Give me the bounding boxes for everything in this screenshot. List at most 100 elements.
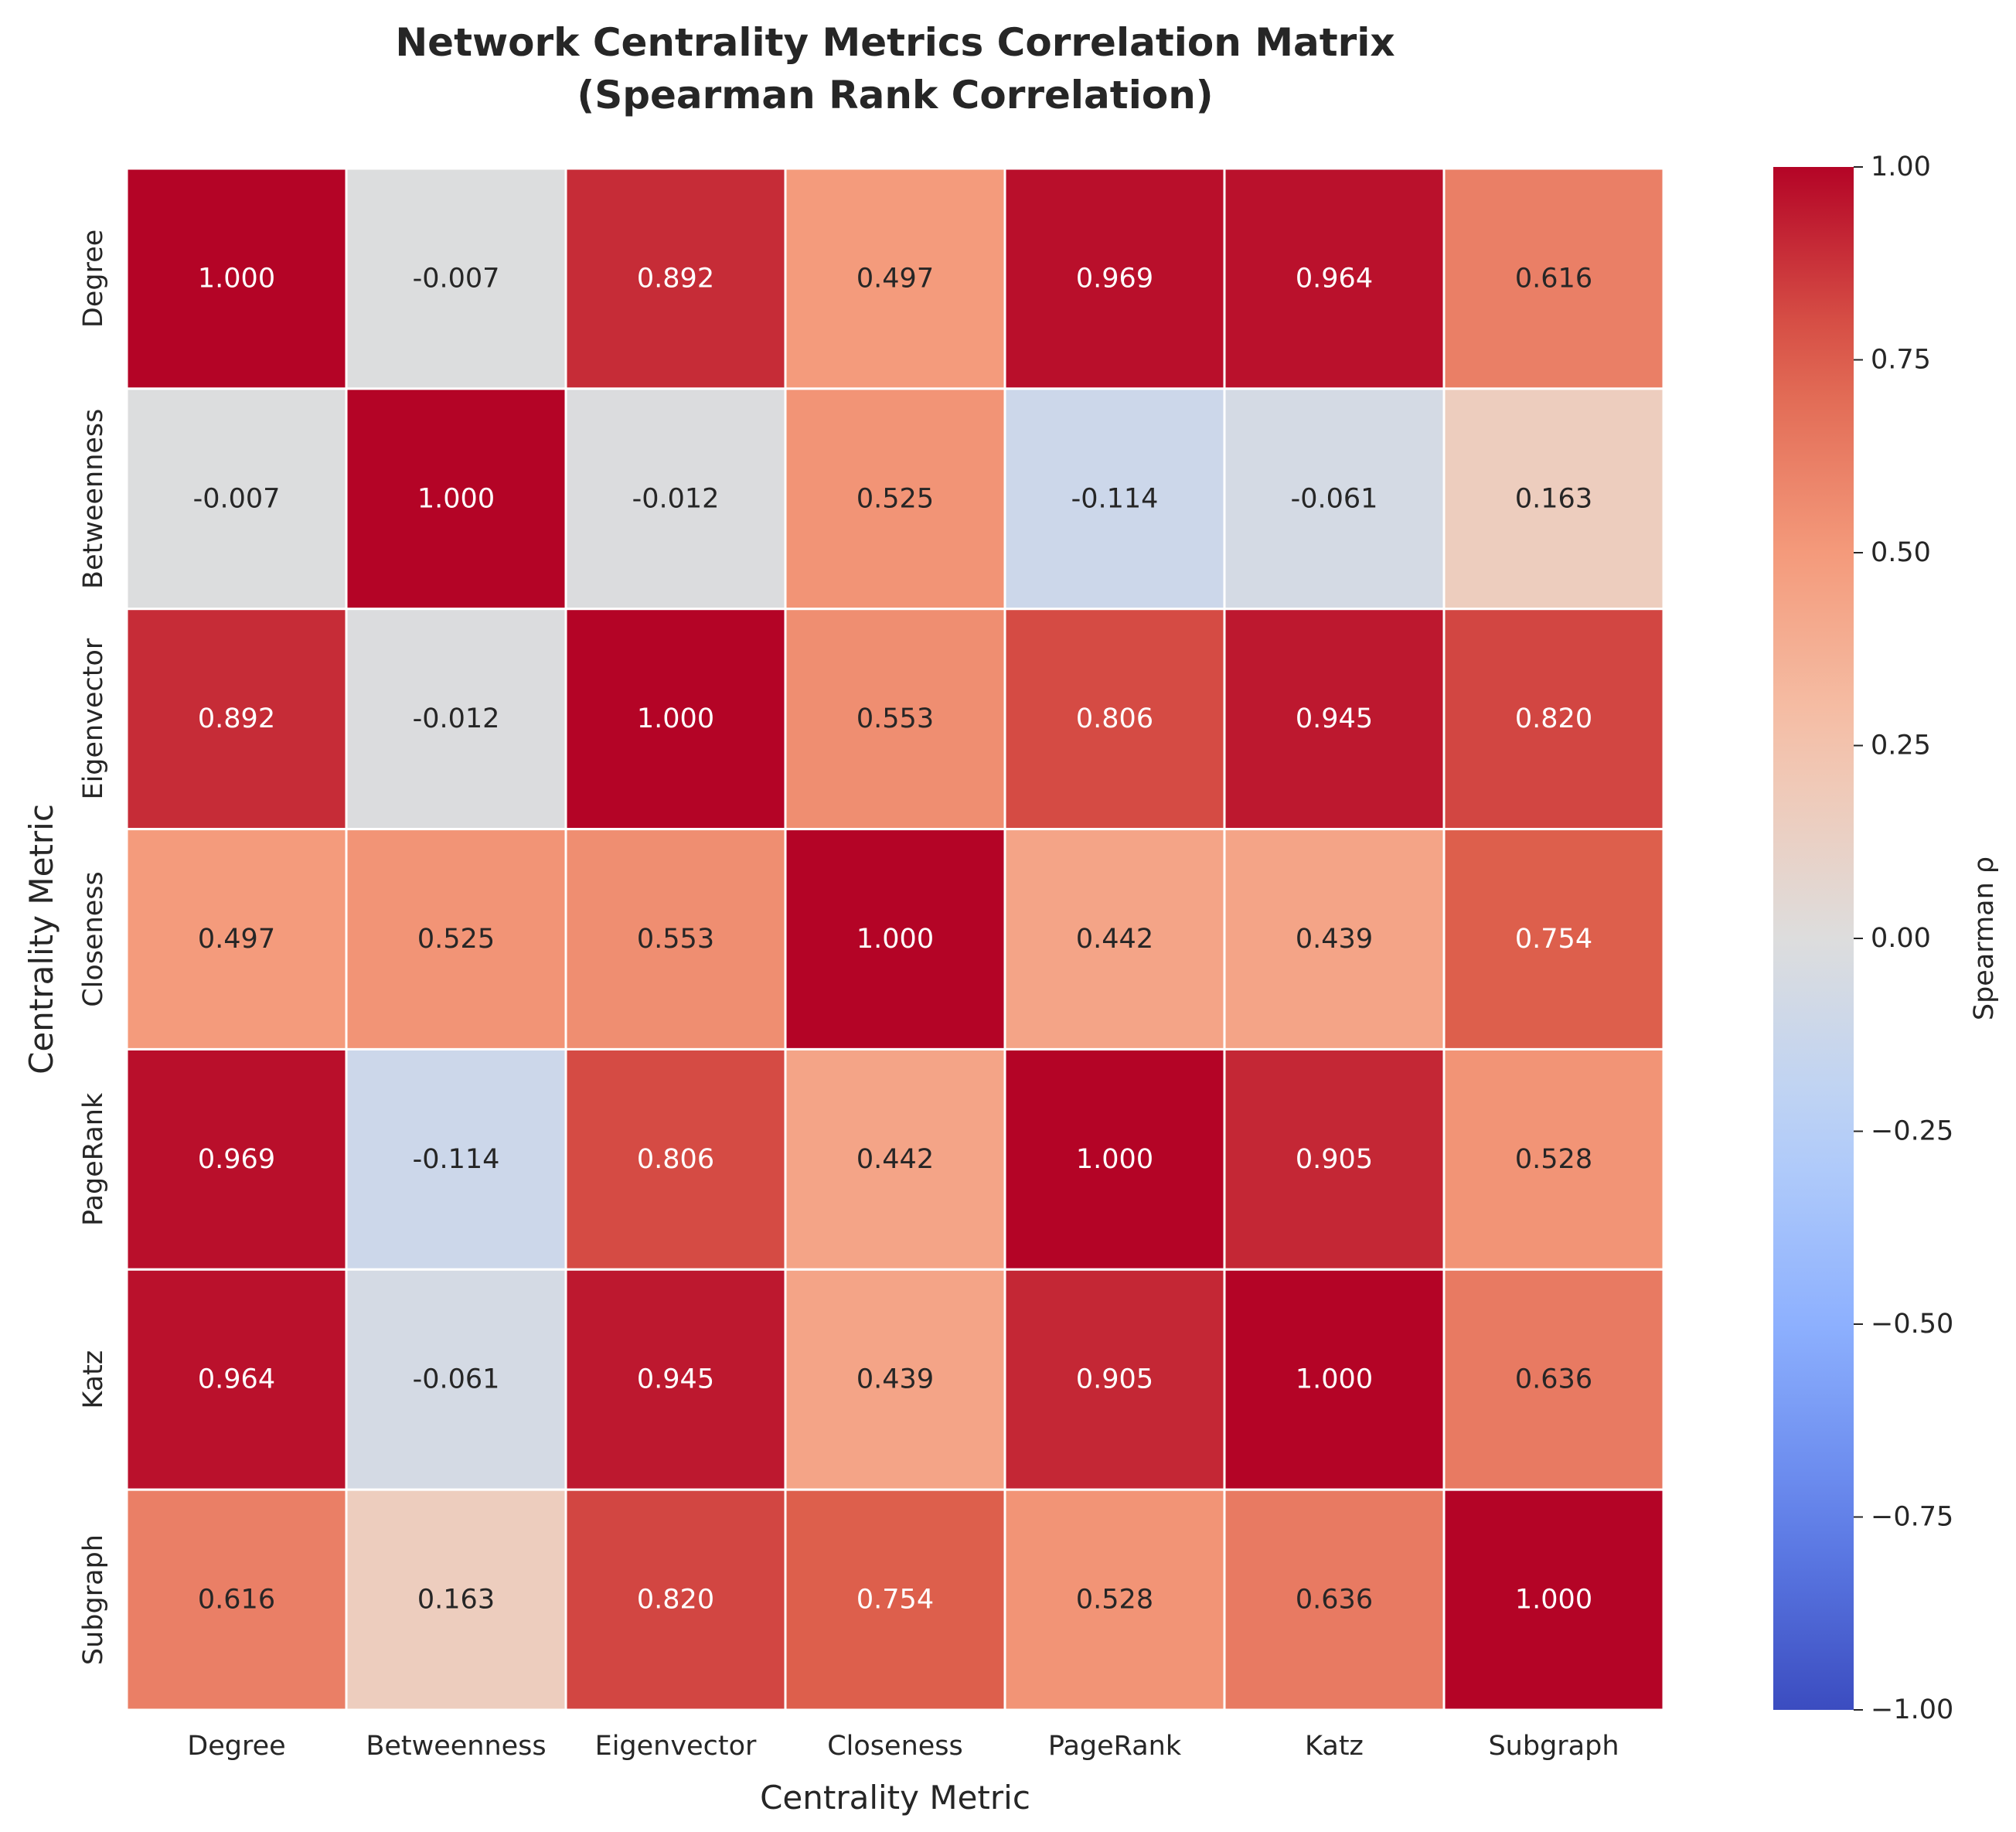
heatmap-cell — [564, 1488, 787, 1711]
cell-value-label: 1.000 — [417, 483, 495, 514]
heatmap-cell — [1442, 1488, 1665, 1711]
cell-value-label: 0.754 — [1515, 924, 1592, 955]
heatmap-cell — [125, 828, 348, 1051]
y-tick-label: PageRank — [78, 1092, 109, 1226]
cell-value-label: 0.439 — [1296, 924, 1373, 955]
heatmap-cell — [564, 608, 787, 831]
cell-value-label: 0.497 — [198, 924, 275, 955]
y-tick-label: Closeness — [78, 871, 109, 1007]
cell-value-label: 0.636 — [1515, 1364, 1592, 1395]
cell-value-label: 0.964 — [198, 1364, 275, 1395]
cell-value-label: -0.007 — [193, 483, 281, 514]
colorbar-tick-label: −1.00 — [1871, 1694, 1953, 1725]
cell-value-label: 0.442 — [856, 1144, 934, 1175]
heatmap-cell — [1442, 1268, 1665, 1491]
heatmap-cell — [345, 828, 567, 1051]
x-tick-label: Eigenvector — [595, 1731, 757, 1762]
cell-value-label: 0.905 — [1076, 1364, 1153, 1395]
colorbar-label: Spearman ρ — [1969, 856, 2000, 1020]
cell-value-label: -0.114 — [413, 1144, 500, 1175]
cell-value-label: 0.525 — [856, 483, 934, 514]
cell-value-label: -0.012 — [632, 483, 720, 514]
heatmap-cell — [1442, 387, 1665, 611]
cell-value-label: 1.000 — [1296, 1364, 1373, 1395]
cell-value-label: 0.442 — [1076, 924, 1153, 955]
cell-value-label: 1.000 — [1515, 1585, 1592, 1616]
x-tick-label: Subgraph — [1488, 1731, 1619, 1762]
cell-value-label: 0.525 — [417, 924, 495, 955]
heatmap-cell — [1442, 608, 1665, 831]
cell-value-label: 0.964 — [1296, 263, 1373, 294]
heatmap-cell — [784, 167, 1006, 390]
cell-value-label: 0.806 — [1076, 703, 1153, 734]
cell-value-label: 0.636 — [1296, 1585, 1373, 1616]
cell-value-label: 0.616 — [198, 1585, 275, 1616]
heatmap-cell — [1442, 1047, 1665, 1271]
colorbar-tick-label: −0.50 — [1871, 1309, 1953, 1340]
x-tick-label: Betweenness — [366, 1731, 546, 1762]
heatmap-cell — [564, 1268, 787, 1491]
y-tick-label: Katz — [78, 1350, 109, 1409]
cell-value-label: 0.553 — [856, 703, 934, 734]
chart-title-line-1: Network Centrality Metrics Correlation M… — [395, 20, 1395, 65]
cell-value-label: 0.820 — [1515, 703, 1592, 734]
heatmap-cell — [125, 167, 348, 390]
cell-value-label: 0.163 — [417, 1585, 495, 1616]
heatmap-cell — [1003, 167, 1226, 390]
colorbar-tick-label: −0.75 — [1871, 1502, 1953, 1533]
cell-value-label: 0.616 — [1515, 263, 1592, 294]
heatmap-cell — [1223, 387, 1446, 611]
cell-value-label: -0.007 — [413, 263, 500, 294]
colorbar-tick-label: 0.00 — [1871, 923, 1931, 954]
heatmap-cell — [1223, 167, 1446, 390]
y-tick-label: Eigenvector — [78, 638, 109, 799]
y-tick-label: Betweenness — [78, 409, 109, 589]
y-axis-label: Centrality Metric — [22, 804, 60, 1074]
heatmap-cell — [564, 167, 787, 390]
heatmap-cell — [345, 1268, 567, 1491]
x-tick-label: Closeness — [827, 1731, 963, 1762]
heatmap-cell — [784, 1488, 1006, 1711]
heatmap-cell — [125, 608, 348, 831]
cell-value-label: 0.806 — [637, 1144, 714, 1175]
cell-value-label: 0.163 — [1515, 483, 1592, 514]
cell-value-label: -0.061 — [413, 1364, 500, 1395]
colorbar-tick-label: 1.00 — [1871, 152, 1931, 182]
colorbar-tick-label: −0.25 — [1871, 1116, 1953, 1147]
cell-value-label: 0.905 — [1296, 1144, 1373, 1175]
y-tick-label: Degree — [78, 230, 109, 328]
cell-value-label: 0.820 — [637, 1585, 714, 1616]
heatmap-cell — [1223, 608, 1446, 831]
cell-value-label: 1.000 — [1076, 1144, 1153, 1175]
x-tick-label: Degree — [187, 1731, 285, 1762]
x-tick-label: PageRank — [1048, 1731, 1182, 1762]
heatmap-cell — [1223, 828, 1446, 1051]
cell-value-label: 0.754 — [856, 1585, 934, 1616]
cell-value-label: 0.528 — [1076, 1585, 1153, 1616]
heatmap-cell — [1003, 608, 1226, 831]
colorbar — [1773, 167, 1854, 1710]
cell-value-label: 0.892 — [637, 263, 714, 294]
heatmap-cell — [784, 1268, 1006, 1491]
cell-value-label: 1.000 — [856, 924, 934, 955]
heatmap-cell — [1003, 1488, 1226, 1711]
colorbar-tick-label: 0.50 — [1871, 537, 1931, 568]
colorbar-tick-label: 0.25 — [1871, 730, 1931, 761]
cell-value-label: -0.012 — [413, 703, 500, 734]
colorbar-ticks: 1.00 0.75 0.50 0.25 0.00 −0.25 −0.50 −0.75 −1.00 — [1854, 152, 1953, 1725]
heatmap-cell — [564, 1047, 787, 1271]
cell-value-label: 0.969 — [198, 1144, 275, 1175]
chart-title-line-2: (Spearman Rank Correlation) — [577, 73, 1213, 117]
cell-value-label: 0.892 — [198, 703, 275, 734]
heatmap-cells: 1.000 -0.007 0.892 0.497 0.969 0.964 0.616 -0.0… — [125, 167, 1665, 1711]
heatmap-cell — [784, 608, 1006, 831]
cell-value-label: 0.528 — [1515, 1144, 1592, 1175]
heatmap-cell — [125, 1488, 348, 1711]
heatmap-cell — [1003, 1268, 1226, 1491]
cell-value-label: 0.439 — [856, 1364, 934, 1395]
x-axis-label: Centrality Metric — [760, 1779, 1030, 1817]
cell-value-label: -0.061 — [1291, 483, 1378, 514]
x-tick-labels: Degree Betweenness Eigenvector Closeness Pag… — [187, 1731, 1619, 1762]
heatmap-cell — [125, 387, 348, 611]
cell-value-label: 0.945 — [1296, 703, 1373, 734]
